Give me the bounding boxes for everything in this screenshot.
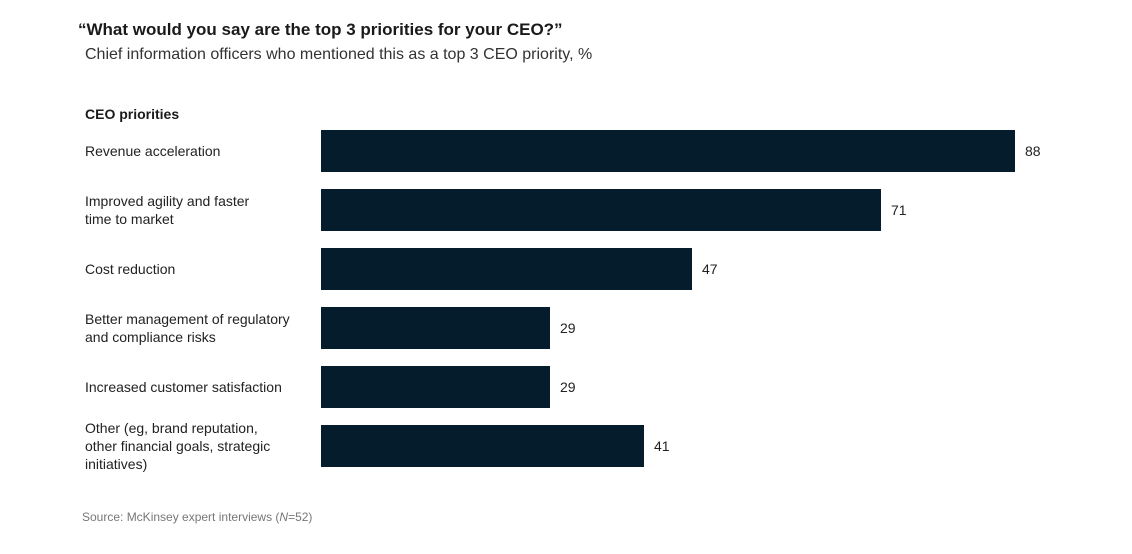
chart-title: “What would you say are the top 3 priori… bbox=[78, 20, 563, 39]
category-label-line: Other (eg, brand reputation, bbox=[85, 420, 258, 436]
category-label: Better management of regulatory and compl… bbox=[85, 297, 310, 359]
category-label: Revenue acceleration bbox=[85, 120, 310, 182]
category-label-line: other financial goals, strategic bbox=[85, 438, 271, 454]
bar bbox=[321, 248, 692, 290]
data-label: 47 bbox=[702, 261, 718, 277]
category-label: Other (eg, brand reputation, other financ… bbox=[85, 415, 310, 477]
category-label-line: Revenue acceleration bbox=[85, 143, 221, 159]
category-label-line: Cost reduction bbox=[85, 261, 176, 277]
category-label-line: initiatives) bbox=[85, 456, 148, 472]
source-note: Source: McKinsey expert interviews (N=52… bbox=[82, 510, 313, 524]
data-label: 88 bbox=[1025, 143, 1041, 159]
category-label: Increased customer satisfaction bbox=[85, 356, 310, 418]
data-label: 29 bbox=[560, 320, 576, 336]
data-label: 41 bbox=[654, 438, 670, 454]
category-label-line: time to market bbox=[85, 211, 174, 227]
category-label: Cost reduction bbox=[85, 238, 310, 300]
bar bbox=[321, 366, 550, 408]
category-label-line: Increased customer satisfaction bbox=[85, 379, 282, 395]
category-label-line: Better management of regulatory bbox=[85, 311, 290, 327]
category-label: Improved agility and faster time to marke… bbox=[85, 179, 310, 241]
data-label: 71 bbox=[891, 202, 907, 218]
bar bbox=[321, 130, 1015, 172]
bar bbox=[321, 189, 881, 231]
bar bbox=[321, 425, 644, 467]
data-label: 29 bbox=[560, 379, 576, 395]
category-axis-label: CEO priorities bbox=[85, 106, 180, 122]
chart-subtitle: Chief information officers who mentioned… bbox=[85, 46, 593, 63]
category-label-line: and compliance risks bbox=[85, 329, 216, 345]
category-label-line: Improved agility and faster bbox=[85, 193, 250, 209]
bar bbox=[321, 307, 550, 349]
